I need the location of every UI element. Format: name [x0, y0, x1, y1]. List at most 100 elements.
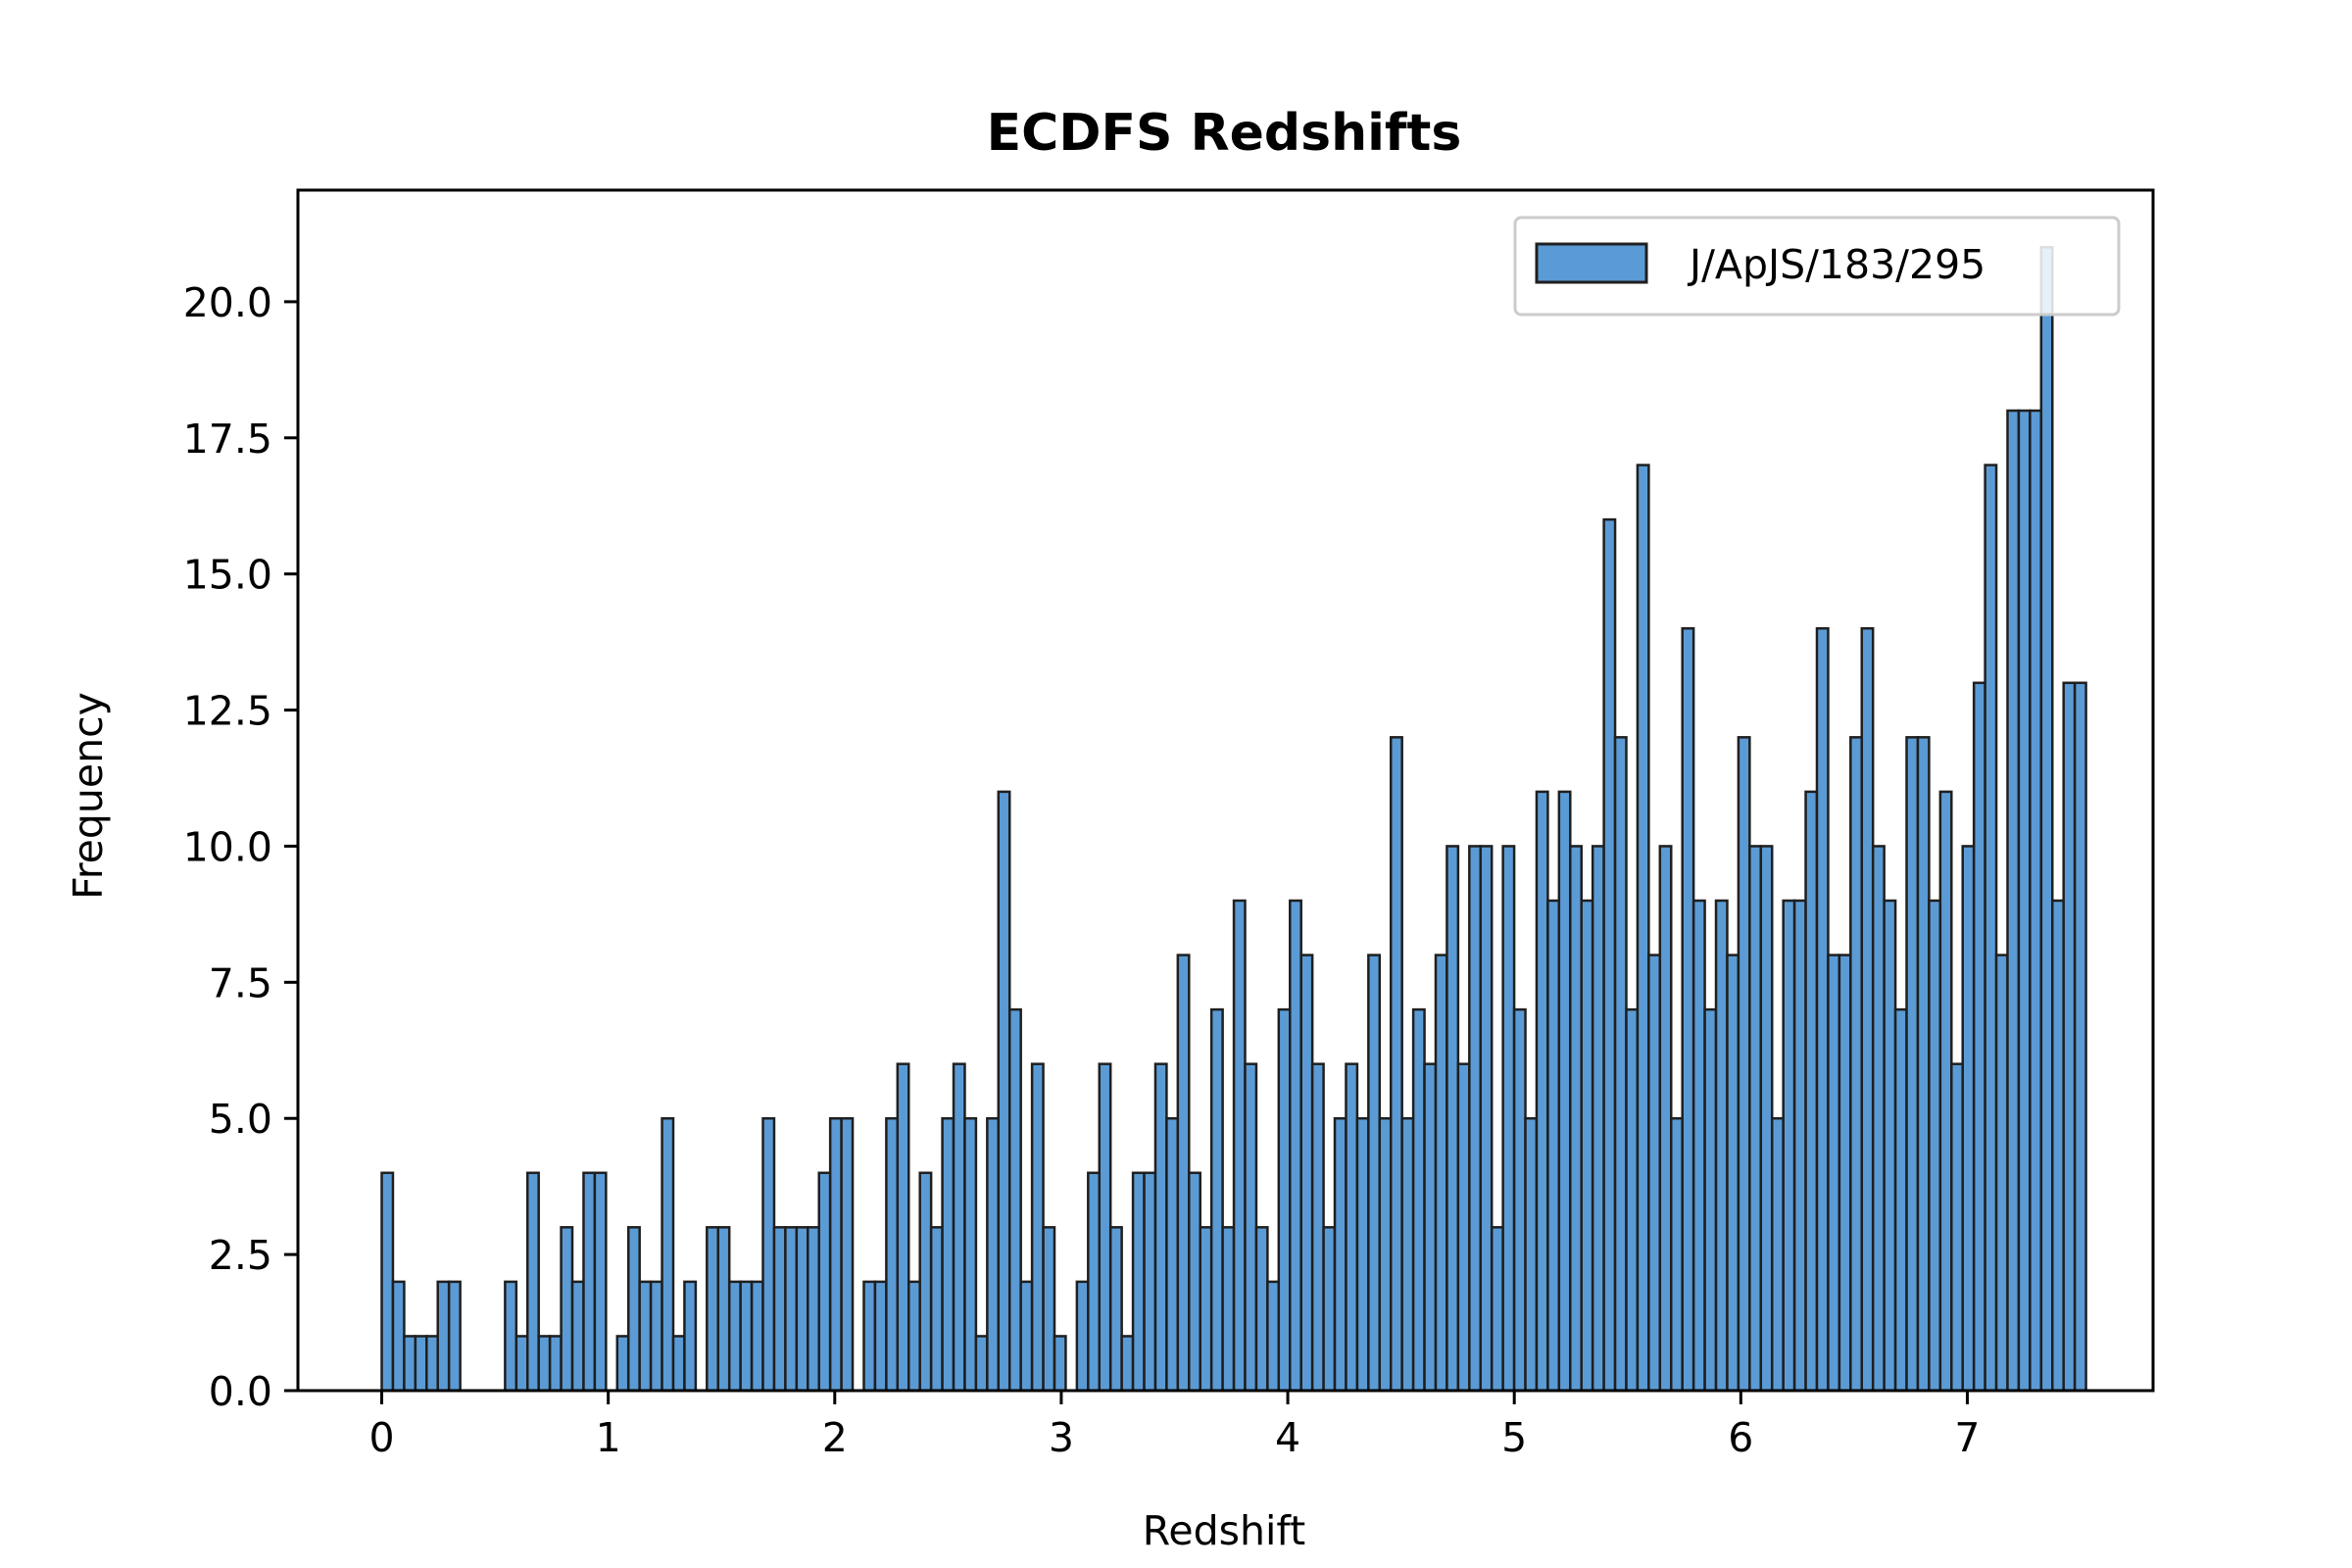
- histogram-bar: [1120, 1335, 1135, 1393]
- y-tick-label: 10.0: [183, 823, 272, 870]
- histogram-bar: [2062, 681, 2077, 1393]
- histogram-bar: [1928, 899, 1942, 1393]
- histogram-bar: [593, 1171, 608, 1393]
- histogram-bar: [1188, 1171, 1201, 1393]
- histogram-bar: [1827, 954, 1841, 1393]
- histogram-bar: [1602, 517, 1617, 1393]
- histogram-bar: [1883, 899, 1897, 1393]
- y-tick-label: 5.0: [209, 1096, 272, 1143]
- histogram-bar: [1378, 1116, 1393, 1393]
- histogram-bar: [873, 1280, 888, 1393]
- histogram-bar: [1411, 1007, 1426, 1393]
- histogram-bar: [1871, 845, 1886, 1393]
- legend-swatch: [1535, 242, 1648, 284]
- y-tick-label: 17.5: [183, 416, 272, 463]
- histogram-bar: [671, 1335, 686, 1393]
- histogram-bar: [795, 1226, 809, 1393]
- x-tick-label: 3: [1049, 1414, 1074, 1461]
- histogram-bar: [1254, 1226, 1269, 1393]
- histogram-bar: [1613, 736, 1628, 1393]
- histogram-bar: [2006, 409, 2021, 1393]
- histogram-bar: [1446, 845, 1460, 1393]
- histogram-bar: [1636, 464, 1650, 1393]
- histogram-bar: [1075, 1280, 1090, 1393]
- histogram-bar: [1893, 1007, 1908, 1393]
- x-tick-label: 1: [596, 1414, 621, 1461]
- histogram-bar: [1972, 681, 1986, 1393]
- histogram-bar: [1647, 954, 1662, 1393]
- histogram-bar: [1792, 899, 1807, 1393]
- histogram-bar: [1221, 1226, 1236, 1393]
- histogram-bar: [1209, 1007, 1224, 1393]
- histogram-bar: [1007, 1007, 1022, 1393]
- histogram-bar: [2017, 409, 2032, 1393]
- histogram-bar: [1266, 1280, 1281, 1393]
- histogram-bar: [615, 1335, 630, 1393]
- histogram-bar: [1423, 1062, 1438, 1393]
- histogram-bar: [1591, 845, 1605, 1393]
- histogram-bar: [974, 1335, 989, 1393]
- histogram-bar: [1333, 1116, 1348, 1393]
- x-tick-label: 2: [822, 1414, 848, 1461]
- histogram-bar: [626, 1226, 641, 1393]
- histogram-bar: [380, 1171, 395, 1393]
- histogram-bar: [885, 1116, 900, 1393]
- histogram-bar: [1714, 899, 1729, 1393]
- histogram-bar: [504, 1280, 518, 1393]
- histogram-bar: [2051, 899, 2065, 1393]
- histogram-bar: [1087, 1171, 1102, 1393]
- histogram-bar: [1131, 1171, 1146, 1393]
- legend-box: [1513, 216, 2121, 317]
- histogram-bar: [1199, 1226, 1213, 1393]
- y-tick-label: 20.0: [183, 279, 272, 326]
- histogram-bar: [896, 1062, 910, 1393]
- histogram-bar: [1019, 1280, 1034, 1393]
- histogram-bar: [1322, 1226, 1337, 1393]
- histogram-bar: [1108, 1226, 1123, 1393]
- histogram-bar: [1726, 954, 1740, 1393]
- histogram-bar: [1994, 954, 2009, 1393]
- histogram-bar: [1345, 1062, 1359, 1393]
- y-tick-label: 12.5: [183, 688, 272, 735]
- histogram-bar: [807, 1226, 820, 1393]
- histogram-bar: [1691, 899, 1706, 1393]
- histogram-bar: [570, 1280, 585, 1393]
- histogram-bar: [1098, 1062, 1112, 1393]
- histogram-bar: [1143, 1171, 1157, 1393]
- histogram-bar: [1524, 1116, 1539, 1393]
- histogram-bar: [952, 1062, 966, 1393]
- histogram-bar: [1916, 736, 1931, 1393]
- histogram-bar: [1860, 626, 1875, 1393]
- histogram-bar: [1535, 790, 1549, 1393]
- x-tick-label: 5: [1501, 1414, 1527, 1461]
- y-axis: 0.0 2.5 5.0 7.5 10.0 12.5 15.0 17.5 20.0: [183, 279, 298, 1415]
- histogram-bar: [761, 1116, 776, 1393]
- histogram-bar: [1232, 899, 1247, 1393]
- histogram-bar: [1299, 954, 1314, 1393]
- histogram-bar: [1670, 1116, 1684, 1393]
- histogram-bar: [1984, 464, 1998, 1393]
- x-axis: 0 1 2 3 4 5 6 7: [368, 1391, 1981, 1461]
- histogram-bar: [2029, 409, 2043, 1393]
- y-tick-label: 0.0: [209, 1368, 272, 1415]
- histogram-bar: [403, 1335, 417, 1393]
- histogram-bar: [425, 1335, 439, 1393]
- histogram-bar: [1468, 845, 1483, 1393]
- histogram-bar: [1479, 845, 1494, 1393]
- histogram-bar: [1737, 736, 1751, 1393]
- histogram-bar: [1569, 845, 1583, 1393]
- histogram-bar: [1030, 1062, 1045, 1393]
- histogram-bar: [1456, 1062, 1471, 1393]
- chart-title: ECDFS Redshifts: [987, 104, 1462, 163]
- histogram-bar: [1838, 954, 1852, 1393]
- histogram-bar: [706, 1226, 720, 1393]
- histogram-bar: [918, 1171, 933, 1393]
- y-axis-label: Frequency: [65, 692, 112, 900]
- histogram-bar: [739, 1280, 754, 1393]
- histogram-bar: [548, 1335, 563, 1393]
- histogram-bar: [727, 1280, 742, 1393]
- histogram-bar: [862, 1280, 877, 1393]
- histogram-bar: [907, 1280, 921, 1393]
- histogram-bar: [1389, 736, 1403, 1393]
- histogram-bar: [716, 1226, 731, 1393]
